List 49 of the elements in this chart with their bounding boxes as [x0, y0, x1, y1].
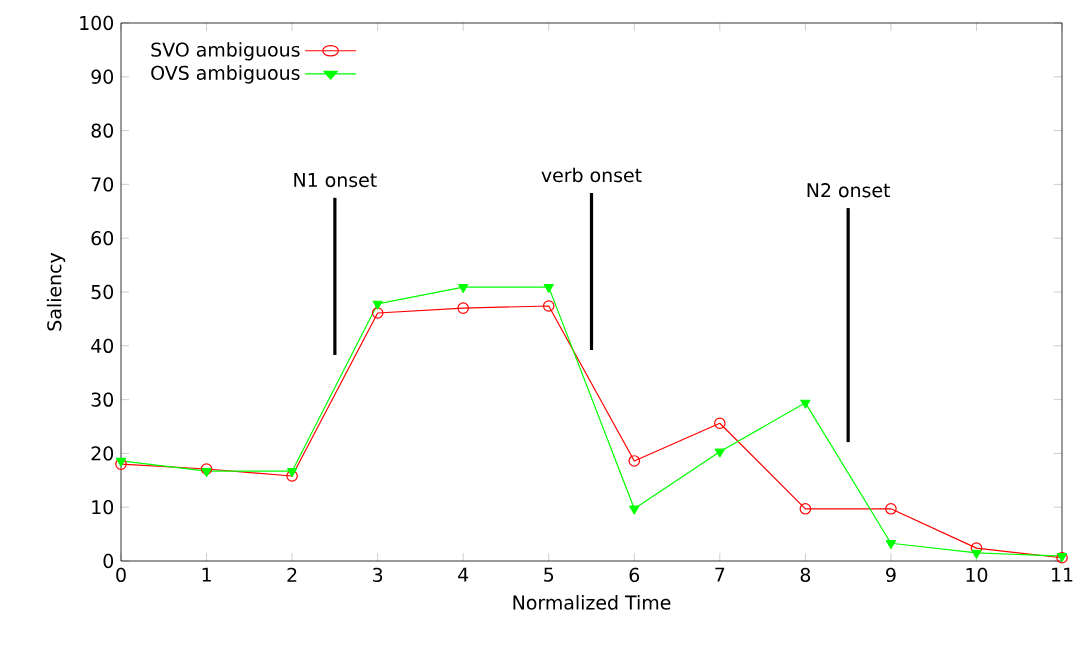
y-tick-label: 0	[103, 553, 114, 569]
point	[800, 399, 811, 409]
y-tick-label: 10	[92, 500, 114, 515]
x-tick-label: 3	[373, 567, 383, 583]
x-tick-label: 5	[544, 567, 554, 582]
point	[971, 549, 982, 559]
y-axis-title: Saliency	[46, 252, 66, 331]
point	[371, 307, 384, 319]
point	[286, 467, 298, 477]
point	[799, 503, 812, 515]
point	[714, 417, 726, 430]
x-tick-label: 8	[800, 567, 811, 583]
point	[201, 467, 212, 477]
point	[714, 448, 725, 458]
x-tick-label: 2	[287, 567, 297, 582]
y-tick-label: 50	[91, 284, 114, 300]
y-tick-label: 30	[91, 392, 114, 407]
legend-label: SVO ambiguous	[151, 42, 300, 61]
point	[885, 503, 897, 515]
x-tick-label: 1	[202, 567, 211, 582]
x-tick-label: 0	[116, 567, 126, 583]
point	[629, 505, 640, 515]
annotation: N2 onset	[807, 183, 891, 198]
point	[542, 300, 555, 312]
legend-label: OVS ambiguous	[151, 65, 300, 84]
y-tick-label: 80	[91, 123, 114, 138]
y-tick-label: 60	[91, 231, 114, 246]
y-tick-label: 100	[80, 15, 114, 31]
annotation: N1 onset	[294, 173, 377, 188]
x-axis-title: Normalized Time	[513, 595, 671, 610]
y-tick-label: 20	[91, 446, 114, 461]
x-tick-label: 11	[1052, 567, 1073, 582]
point	[458, 283, 469, 293]
x-tick-label: 7	[715, 567, 725, 582]
point	[286, 470, 298, 482]
point	[200, 463, 213, 475]
point	[885, 540, 897, 550]
y-tick-label: 70	[91, 177, 114, 192]
x-tick-label: 10	[966, 567, 988, 583]
point	[457, 302, 469, 314]
x-tick-label: 9	[886, 567, 896, 583]
point	[372, 300, 383, 310]
y-tick-label: 40	[91, 338, 114, 353]
point	[628, 455, 641, 467]
x-tick-label: 4	[458, 567, 469, 582]
annotation: verb onset	[541, 167, 642, 183]
point	[543, 283, 554, 293]
y-tick-label: 90	[91, 69, 114, 84]
x-tick-label: 6	[629, 567, 640, 583]
